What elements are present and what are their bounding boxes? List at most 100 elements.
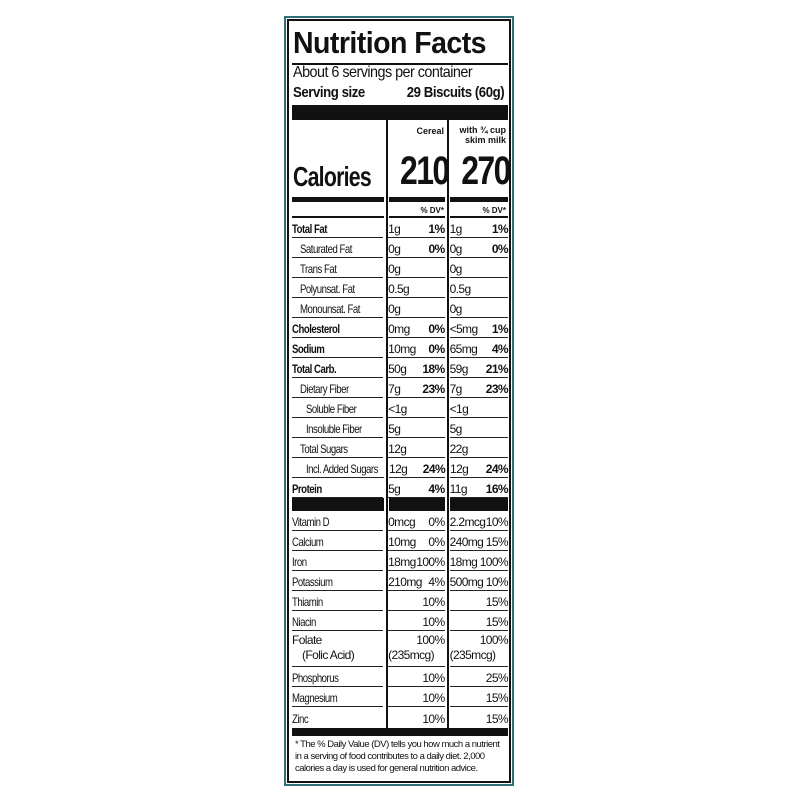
milk-cell: 22g xyxy=(449,438,508,458)
nutrient-name: Vitamin D xyxy=(292,515,330,529)
cereal-amount: 210mg xyxy=(388,575,422,589)
cereal-dv: 10% xyxy=(422,595,445,609)
milk-dv: 1% xyxy=(491,322,509,336)
nutrient-name: Cholesterol xyxy=(292,322,340,336)
milk-amount: 0g xyxy=(449,302,463,316)
cereal-cell: 0g xyxy=(388,258,445,278)
nutrient-name: Niacin xyxy=(292,615,316,629)
nutrient-row: Monounsat. Fat 0g 0g xyxy=(292,298,508,318)
nutrient-row: Insoluble Fiber 5g 5g xyxy=(292,418,508,438)
nutrient-name: Protein xyxy=(292,482,322,496)
nutrient-row: Phosphorus 10% 25% xyxy=(292,667,509,687)
nutrient-row: Iron 18mg 100% 18mg 100% xyxy=(292,551,509,571)
nutrient-name-cell: Saturated Fat xyxy=(292,238,384,258)
cereal-cell: 7g 23% xyxy=(388,378,445,398)
nutrient-row: Protein 5g 4% 11g 16% xyxy=(292,478,509,498)
nutrient-row: Vitamin D 0mcg 0% 2.2mcg 10% xyxy=(292,511,509,531)
nutrient-subname: (Folic Acid) xyxy=(302,648,355,662)
cereal-amount: 7g xyxy=(388,382,401,396)
nutrient-name-cell: Phosphorus xyxy=(292,667,384,687)
cereal-amount: 12g xyxy=(388,442,407,456)
nutrient-name-cell: Folate (Folic Acid) xyxy=(292,631,384,667)
footnote: * The % Daily Value (DV) tells you how m… xyxy=(295,739,500,774)
milk-cell: 15% xyxy=(449,611,509,631)
nutrient-row: Total Carb. 50g 18% 59g 21% xyxy=(292,358,509,378)
nutrient-row: Soluble Fiber <1g <1g xyxy=(292,398,508,418)
nutrient-name: Iron xyxy=(292,555,307,569)
milk-cell: 15% xyxy=(450,707,509,727)
cereal-amount: 0g xyxy=(388,302,401,316)
milk-amount: 0g xyxy=(449,242,463,256)
cereal-cell: 12g xyxy=(388,438,445,458)
milk-cell: <5mg 1% xyxy=(449,318,509,338)
cereal-cell: 0g 0% xyxy=(388,238,445,258)
cereal-cell: 10% xyxy=(388,667,445,687)
nutrient-name: Calcium xyxy=(292,535,324,549)
cereal-amount: 10mg xyxy=(388,535,416,549)
nutrient-name-cell: Cholesterol xyxy=(292,318,384,338)
milk-amount: 11g xyxy=(449,482,468,496)
nutrient-name: Sodium xyxy=(292,342,325,356)
nutrient-name: Zinc xyxy=(292,712,309,726)
cereal-amount: 0mcg xyxy=(388,515,416,529)
nutrient-name: Potassium xyxy=(292,575,333,589)
serving-size-label: Serving size xyxy=(293,84,365,101)
milk-cell: 59g 21% xyxy=(449,358,509,378)
cereal-cell: 10mg 0% xyxy=(388,531,445,551)
nutrient-row: Zinc 10% 15% xyxy=(292,707,509,727)
milk-cell: 0.5g xyxy=(449,278,508,298)
milk-cell: 65mg 4% xyxy=(449,338,509,358)
nutrient-name: Total Carb. xyxy=(292,362,337,376)
cereal-dv: 1% xyxy=(428,222,445,236)
milk-amount: 0.5g xyxy=(449,282,472,296)
label-inner-border: Nutrition Facts About 6 servings per con… xyxy=(287,19,511,783)
thick-divider xyxy=(292,498,384,511)
milk-amount: 22g xyxy=(449,442,469,456)
milk-cell: 100% (235mcg) xyxy=(449,631,509,667)
column-header-milk: with ¾ cup skim milk xyxy=(459,125,506,145)
nutrient-row: Dietary Fiber 7g 23% 7g 23% xyxy=(292,378,509,398)
cereal-cell: 210mg 4% xyxy=(388,571,445,591)
nutrient-row: Polyunsat. Fat 0.5g 0.5g xyxy=(292,278,508,298)
cereal-amount: <1g xyxy=(388,402,407,416)
nutrient-row: Calcium 10mg 0% 240mg 15% xyxy=(292,531,509,551)
nutrient-name-cell: Zinc xyxy=(292,707,383,727)
servings-per-container: About 6 servings per container xyxy=(293,64,473,81)
nutrient-name-cell: Soluble Fiber xyxy=(292,398,384,418)
cereal-amount: 50g xyxy=(388,362,407,376)
nutrient-name: Incl. Added Sugars xyxy=(306,462,378,476)
milk-cell: 5g xyxy=(449,418,508,438)
nutrient-name: Dietary Fiber xyxy=(300,382,349,396)
milk-cell: 25% xyxy=(449,667,509,687)
milk-dv: 100% xyxy=(479,555,509,569)
cereal-dv: 0% xyxy=(428,535,445,549)
milk-amount: 7g xyxy=(449,382,463,396)
milk-amount: 18mg xyxy=(449,555,478,569)
milk-dv: 15% xyxy=(485,615,509,629)
nutrient-row: Potassium 210mg 4% 500mg 10% xyxy=(292,571,509,591)
nutrient-name: Phosphorus xyxy=(292,671,339,685)
calories-milk: 270 xyxy=(461,149,511,193)
nutrient-row: Trans Fat 0g 0g xyxy=(292,258,508,278)
cereal-dv: 4% xyxy=(428,575,445,589)
cereal-dv: 0% xyxy=(428,322,445,336)
cereal-amount: 0g xyxy=(388,262,401,276)
dv-header-milk: % DV* xyxy=(482,206,506,215)
nutrient-row: Incl. Added Sugars 12g 24% 12g 24% xyxy=(292,458,509,478)
milk-cell: 7g 23% xyxy=(449,378,509,398)
nutrient-name: Trans Fat xyxy=(300,262,337,276)
milk-cell: 0g xyxy=(449,258,508,278)
milk-amount: 5g xyxy=(449,422,463,436)
thick-divider xyxy=(389,197,445,202)
milk-dv: 23% xyxy=(485,382,509,396)
thick-divider xyxy=(292,105,508,120)
thick-divider xyxy=(450,498,508,511)
nutrient-name-cell: Calcium xyxy=(292,531,384,551)
cereal-dv: 0% xyxy=(428,515,445,529)
nutrient-row: Magnesium 10% 15% xyxy=(292,687,509,707)
nutrient-name-cell: Sodium xyxy=(292,338,384,358)
nutrient-name: Thiamin xyxy=(292,595,323,609)
nutrient-name: Folate xyxy=(292,633,322,647)
milk-dv: 1% xyxy=(491,222,509,236)
cereal-amount: 0.5g xyxy=(388,282,410,296)
